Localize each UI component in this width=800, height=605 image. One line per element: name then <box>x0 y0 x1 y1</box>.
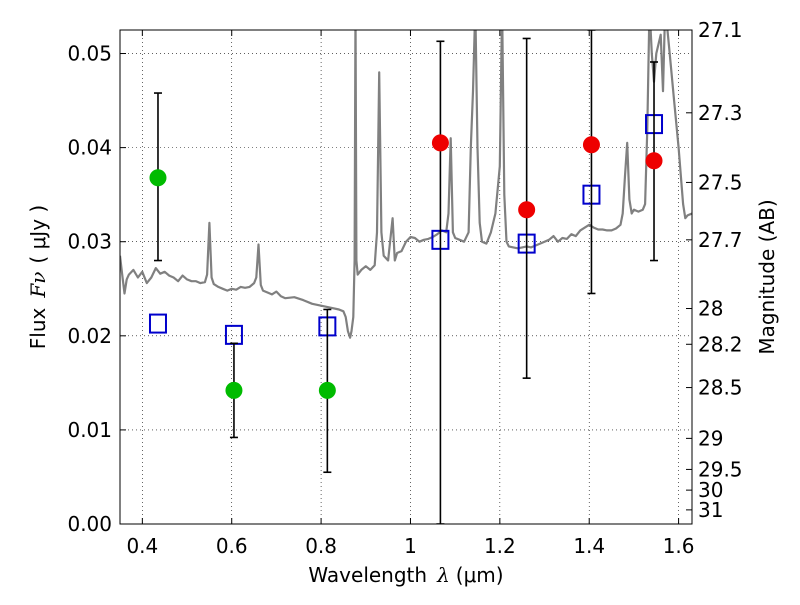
x-tick-label: 1.2 <box>484 534 516 558</box>
observed-flux-point <box>645 152 663 170</box>
observed-flux-point <box>431 134 449 152</box>
model-flux-square <box>148 313 167 334</box>
plot-area <box>120 30 692 524</box>
y2-tick-label: 27.1 <box>698 18 743 42</box>
axis-ticks: 0.4 0.6 0.8 1 1.2 1.4 1.6 0.00 0.01 0.02 0.03 0.04 0… <box>67 18 742 558</box>
x-axis-label-unit: (μm) <box>456 563 504 587</box>
y-axis-label-unit: ( μJy ) <box>26 205 50 264</box>
y2-tick-label: 29 <box>698 426 723 450</box>
y2-tick-label: 27.7 <box>698 228 743 252</box>
x-tick-label: 0.4 <box>126 534 158 558</box>
x-axis-label-text: Wavelength <box>308 563 427 587</box>
y-tick-label: 0.03 <box>67 230 112 254</box>
y2-axis-label: Magnitude (AB) <box>755 199 779 354</box>
x-tick-label: 1 <box>404 534 417 558</box>
observed-flux-point <box>518 201 536 219</box>
observed-flux-point <box>318 381 336 399</box>
x-tick-label: 1.4 <box>573 534 605 558</box>
y-tick-label: 0.02 <box>67 324 112 348</box>
observed-flux-point <box>149 169 167 187</box>
y-tick-label: 0.04 <box>67 136 112 160</box>
observed-flux-point <box>582 136 600 154</box>
y2-tick-label: 29.5 <box>698 457 743 481</box>
y2-tick-label: 28.2 <box>698 332 743 356</box>
y-tick-label: 0.05 <box>67 42 112 66</box>
x-tick-label: 1.6 <box>663 534 695 558</box>
observed-flux-point <box>225 381 243 399</box>
x-tick-label: 0.6 <box>216 534 248 558</box>
spectrum-line <box>120 30 692 339</box>
plot-frame <box>119 29 693 525</box>
y2-tick-label: 27.3 <box>698 101 743 125</box>
y-axis-label-text: Flux <box>26 307 50 349</box>
y-tick-label: 0.00 <box>67 512 112 536</box>
x-axis-label-symbol: λ <box>436 563 450 587</box>
y2-tick-label: 30 <box>698 478 723 502</box>
y-axis-label: Flux Fν ( μJy ) <box>26 205 50 349</box>
y2-tick-label: 28 <box>698 297 723 321</box>
y-axis-label-symbol: Fν <box>26 272 50 299</box>
y2-tick-label: 31 <box>698 498 723 522</box>
y2-tick-label: 27.5 <box>698 170 743 194</box>
y2-tick-label: 28.5 <box>698 376 743 400</box>
x-axis-label: Wavelength λ (μm) <box>308 563 503 587</box>
y-tick-label: 0.01 <box>67 418 112 442</box>
x-tick-label: 0.8 <box>305 534 337 558</box>
